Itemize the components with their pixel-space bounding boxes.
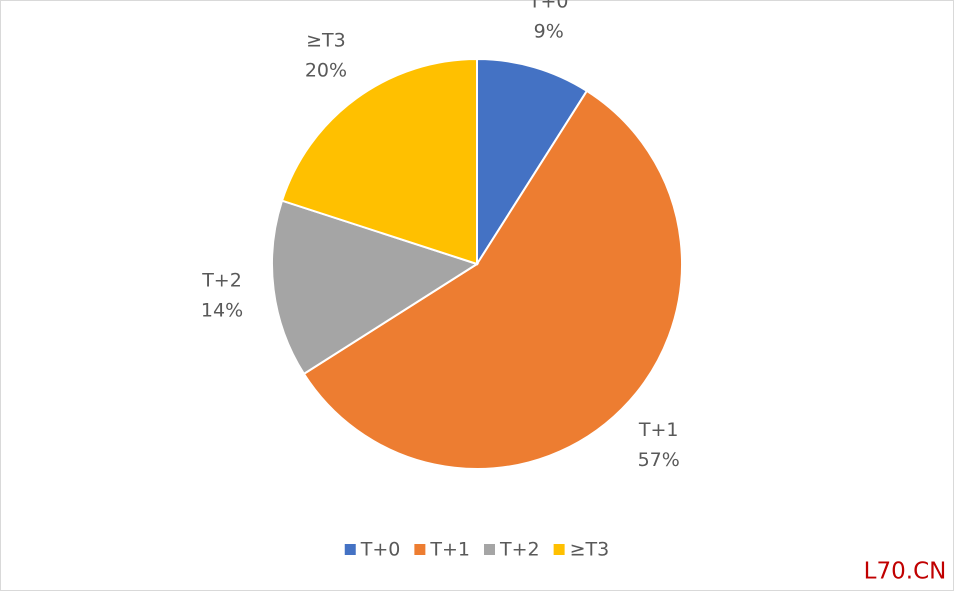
data-label-value: 57% bbox=[638, 449, 680, 471]
data-label-name: T+0 bbox=[528, 0, 569, 13]
legend-swatch bbox=[553, 544, 565, 555]
data-label-name: T+1 bbox=[638, 419, 679, 441]
legend-label: T+2 bbox=[499, 539, 540, 561]
data-label-value: 14% bbox=[201, 300, 243, 322]
legend-swatch bbox=[344, 544, 356, 555]
watermark: L70.CN bbox=[864, 559, 947, 585]
data-label-name: T+2 bbox=[201, 270, 242, 292]
pie-slice bbox=[271, 199, 480, 376]
legend-label: T+0 bbox=[360, 539, 401, 561]
pie-slice bbox=[476, 57, 589, 268]
data-label-value: 20% bbox=[305, 60, 347, 82]
legend-label: T+1 bbox=[429, 539, 470, 561]
legend-label: ≥T3 bbox=[570, 539, 610, 561]
data-label-value: 9% bbox=[534, 21, 564, 43]
pie-slice bbox=[280, 57, 478, 266]
pie-slice bbox=[302, 89, 683, 470]
legend-swatch bbox=[414, 544, 426, 555]
legend-swatch bbox=[484, 544, 495, 555]
data-label-name: ≥T3 bbox=[306, 30, 346, 52]
